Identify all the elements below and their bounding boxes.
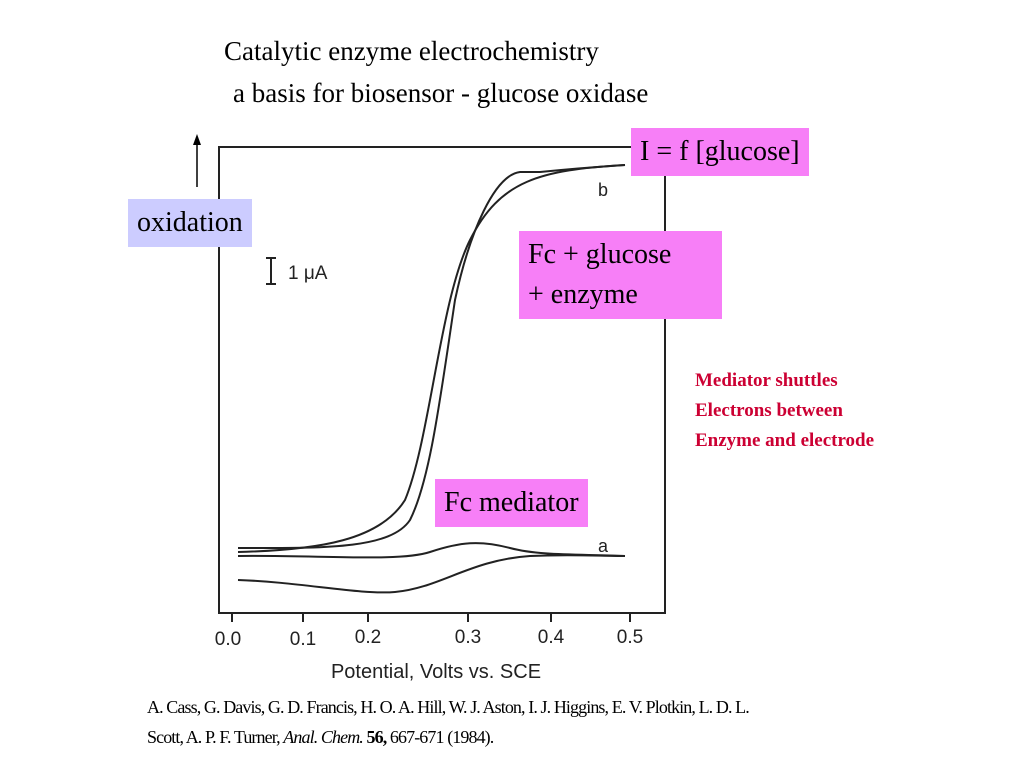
- scale-label: 1 μA: [288, 263, 328, 284]
- citation-pages: 667-671 (1984).: [386, 727, 494, 747]
- callout-line: Fc + glucose: [528, 239, 672, 270]
- curve-label: a: [598, 536, 609, 556]
- x-tick-labels: 0.0 0.1 0.2 0.3 0.4 0.5: [215, 627, 643, 650]
- citation-line: A. Cass, G. Davis, G. D. Francis, H. O. …: [147, 697, 750, 717]
- citation-journal: Anal. Chem.: [283, 727, 363, 747]
- callout: Fc + glucose + enzyme: [519, 231, 722, 319]
- note-line: Mediator shuttles: [695, 370, 838, 391]
- figure: 1 μA b a 0.0 0.1 0.2 0.3 0.4 0.5 Potenti…: [193, 134, 666, 683]
- x-ticks: [231, 612, 631, 622]
- note: Mediator shuttles Electrons between Enzy…: [695, 366, 874, 456]
- citation-volume: 56,: [362, 727, 387, 747]
- callout: Fc mediator: [435, 479, 588, 527]
- scale-bar: [266, 257, 276, 285]
- curve-b-forward: [237, 164, 626, 553]
- x-tick-label: 0.1: [290, 629, 316, 650]
- title-line: Catalytic enzyme electrochemistry: [224, 36, 599, 66]
- title-line: a basis for biosensor - glucose oxidase: [233, 78, 649, 108]
- callout: oxidation: [128, 199, 252, 247]
- callout-line: + enzyme: [528, 279, 638, 310]
- plot-frame: [218, 146, 666, 614]
- x-tick-label: 0.4: [538, 627, 565, 648]
- callout: I = f [glucose]: [631, 128, 809, 176]
- up-arrow: [193, 134, 201, 187]
- citation-authors: Scott, A. P. F. Turner,: [147, 727, 284, 747]
- x-axis-label: Potential, Volts vs. SCE: [331, 661, 541, 683]
- x-tick-label: 0.0: [215, 629, 241, 650]
- curve-a-forward: [237, 554, 626, 594]
- curve-a-return: [237, 542, 626, 559]
- x-tick-label: 0.5: [617, 627, 643, 648]
- x-tick-label: 0.3: [455, 627, 481, 648]
- note-line: Enzyme and electrode: [695, 430, 875, 451]
- citation-line: Scott, A. P. F. Turner, Anal. Chem. 56, …: [147, 727, 494, 748]
- curve-b-return: [237, 164, 626, 550]
- note-line: Electrons between: [695, 400, 843, 421]
- curve-label: b: [598, 180, 608, 200]
- x-tick-label: 0.2: [355, 627, 381, 648]
- curves: [237, 164, 626, 594]
